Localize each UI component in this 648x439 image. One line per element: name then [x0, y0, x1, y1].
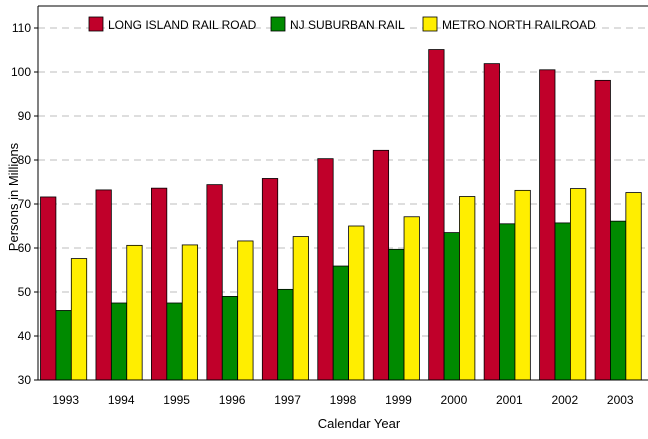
bar-metro-north-railroad-1997 [292, 236, 309, 381]
bar-metro-north-railroad-2002 [569, 188, 587, 381]
y-axis-title: Persons in Millions [6, 142, 21, 251]
x-tick-label: 2000 [441, 393, 468, 407]
bar-nj-suburban-rail-2001 [499, 223, 516, 381]
bar-metro-north-railroad-1998 [348, 225, 365, 381]
y-tick-label: 30 [18, 373, 32, 387]
bar-nj-suburban-rail-2002 [554, 222, 571, 381]
legend-label: LONG ISLAND RAIL ROAD [108, 18, 257, 32]
bar-long-island-rail-road-1995 [151, 187, 168, 381]
bar-long-island-rail-road-1994 [95, 189, 112, 381]
bar-metro-north-railroad-2003 [625, 192, 642, 381]
bar-long-island-rail-road-1996 [206, 184, 223, 381]
legend-swatch [270, 16, 286, 32]
y-tick-label: 40 [18, 329, 32, 343]
bar-metro-north-railroad-2000 [459, 196, 476, 381]
y-tick-label: 100 [11, 65, 31, 79]
x-tick-label: 1995 [163, 393, 190, 407]
bar-long-island-rail-road-2001 [483, 63, 500, 381]
bar-metro-north-railroad-1999 [403, 216, 420, 381]
bar-metro-north-railroad-1994 [126, 244, 143, 381]
x-tick-label: 1998 [330, 393, 357, 407]
bar-long-island-rail-road-1993 [40, 196, 57, 381]
bar-long-island-rail-road-2002 [539, 69, 556, 381]
y-tick-label: 50 [18, 285, 32, 299]
x-tick-label: 2001 [496, 393, 523, 407]
x-axis-title: Calendar Year [318, 416, 401, 431]
legend-label: METRO NORTH RAILROAD [442, 18, 596, 32]
bar-nj-suburban-rail-1998 [332, 265, 349, 381]
y-tick-label: 60 [18, 241, 32, 255]
bar-long-island-rail-road-1997 [261, 178, 279, 381]
y-tick-label: 70 [18, 197, 32, 211]
x-tick-label: 1993 [52, 393, 79, 407]
legend-label: NJ SUBURBAN RAIL [290, 18, 405, 32]
bar-nj-suburban-rail-2003 [610, 220, 627, 381]
x-tick-label: 2002 [551, 393, 578, 407]
bar-metro-north-railroad-1995 [181, 244, 199, 381]
legend: LONG ISLAND RAIL ROAD NJ SUBURBAN RAIL MET… [88, 16, 596, 32]
bar-long-island-rail-road-1998 [317, 158, 334, 381]
bar-metro-north-railroad-2001 [514, 189, 531, 381]
x-tick-label: 1994 [108, 393, 135, 407]
bar-long-island-rail-road-1999 [372, 149, 390, 381]
y-tick-label: 90 [18, 109, 32, 123]
legend-swatch [422, 16, 438, 32]
x-tick-label: 1996 [219, 393, 246, 407]
bar-metro-north-railroad-1993 [70, 258, 88, 381]
bar-long-island-rail-road-2000 [428, 49, 445, 381]
bar-nj-suburban-rail-1994 [110, 302, 128, 381]
bar-nj-suburban-rail-1999 [388, 248, 405, 381]
x-tick-label: 2003 [607, 393, 634, 407]
bar-nj-suburban-rail-2000 [443, 232, 460, 381]
x-tick-label: 1997 [274, 393, 301, 407]
bar-nj-suburban-rail-1995 [166, 302, 183, 381]
x-tick-label: 1999 [385, 393, 412, 407]
bar-metro-north-railroad-1996 [237, 240, 254, 381]
bar-nj-suburban-rail-1996 [221, 295, 239, 381]
bar-nj-suburban-rail-1993 [55, 310, 72, 381]
legend-swatch [88, 16, 104, 32]
y-tick-label: 80 [18, 153, 32, 167]
y-tick-label: 110 [12, 21, 31, 35]
bar-long-island-rail-road-2003 [594, 79, 611, 381]
bar-nj-suburban-rail-1997 [277, 288, 294, 381]
bars [40, 49, 642, 381]
axes: 30 40 50 60 70 80 90 100 110 1993 1994 1995 1996 1997… [11, 5, 648, 407]
